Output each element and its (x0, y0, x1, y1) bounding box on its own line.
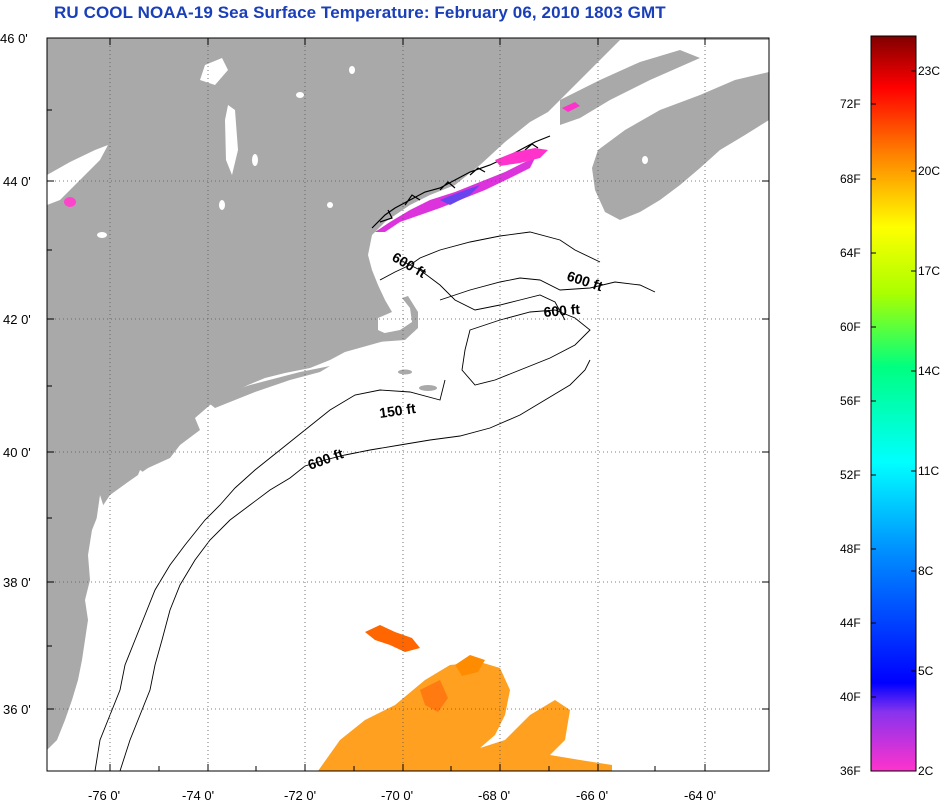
cb-label-48f: 48F (840, 542, 861, 556)
cb-label-5c: 5C (918, 664, 934, 678)
colorbar-gradient (870, 35, 917, 772)
lat-label-42: 42 0' (3, 312, 31, 327)
land-layer (47, 38, 769, 771)
axis-ticks (47, 37, 769, 771)
cb-label-40f: 40F (840, 690, 861, 704)
delaware-bay (132, 470, 152, 520)
lake-champlain (225, 105, 238, 175)
contour-150ft (94, 379, 446, 771)
lat-label-40: 40 0' (3, 445, 31, 460)
lon-label-68: -68 0' (478, 788, 510, 803)
cb-label-11c: 11C (918, 464, 939, 478)
sst-patch-gulf-maine-3 (440, 185, 480, 205)
cb-label-2c: 2C (918, 764, 934, 778)
lake-small-5 (97, 232, 107, 238)
lat-label-44: 44 0' (3, 174, 31, 189)
cb-label-60f: 60F (840, 320, 861, 334)
land-mainland (47, 38, 769, 750)
map-title: RU COOL NOAA-19 Sea Surface Temperature:… (54, 3, 666, 22)
contour-600ft-gulf (379, 231, 601, 281)
cb-label-68f: 68F (840, 172, 861, 186)
lake-moosehead (200, 58, 228, 85)
lake-small-4 (219, 200, 225, 210)
cb-label-20c: 20C (918, 164, 940, 178)
bathymetry-contours (94, 231, 656, 771)
land-cape-cod (375, 296, 418, 342)
sst-patch-lake-ontario (64, 197, 76, 207)
cb-label-36f: 36F (840, 764, 861, 778)
grid-lines (47, 38, 769, 771)
cb-label-17c: 17C (918, 264, 940, 278)
contour-gulf-basin (399, 259, 566, 321)
cb-label-56f: 56F (840, 394, 861, 408)
lake-ontario-part (47, 145, 108, 205)
lon-label-74: -74 0' (182, 788, 214, 803)
contour-georges-bank (461, 309, 591, 386)
land-nantucket (419, 385, 437, 391)
map-panel: 46 0' 44 0' 42 0' 40 0' 38 0' 36 0' -76 … (0, 31, 770, 803)
lon-label-70: -70 0' (381, 788, 413, 803)
sst-patch-gulf-maine-4 (562, 102, 580, 112)
colorbar: 72F 68F 64F 60F 56F 52F 48F 44F 40F 36F … (840, 35, 940, 778)
colorbar-ticks (871, 70, 916, 698)
cb-label-14c: 14C (918, 364, 940, 378)
sst-patch-gulf-maine-2 (495, 148, 548, 166)
maine-coast-islands (371, 135, 551, 229)
land-new-brunswick (560, 50, 700, 125)
colorbar-fahrenheit-labels: 72F 68F 64F 60F 56F 52F 48F 44F 40F 36F (840, 97, 861, 778)
latitude-labels: 46 0' 44 0' 42 0' 40 0' 38 0' 36 0' (0, 31, 31, 717)
lon-label-66: -66 0' (576, 788, 608, 803)
cb-label-44f: 44F (840, 616, 861, 630)
lake-small-7 (642, 156, 648, 164)
contour-600ft-georges (439, 277, 656, 301)
lon-label-64: -64 0' (684, 788, 716, 803)
colorbar-celsius-labels: 23C 20C 17C 14C 11C 8C 5C 2C (918, 64, 940, 778)
cb-label-72f: 72F (840, 97, 861, 111)
sst-patch-gulfstream-1 (365, 625, 420, 652)
chesapeake-bay (82, 495, 110, 690)
lake-small-6 (327, 202, 333, 208)
contour-label-georges-basin: 600 ft (543, 301, 581, 320)
land-marthas-vineyard (398, 369, 412, 375)
land-nova-scotia (592, 72, 769, 220)
contour-600ft-shelf (119, 359, 591, 771)
lon-label-76: -76 0' (88, 788, 120, 803)
longitude-labels: -76 0' -74 0' -72 0' -70 0' -68 0' -66 0… (88, 788, 716, 803)
map-frame (46, 37, 770, 772)
lon-label-72: -72 0' (284, 788, 316, 803)
lat-label-46: 46 0' (0, 31, 28, 46)
land-long-island (205, 366, 330, 408)
sst-patch-gulfstream-2 (318, 662, 612, 771)
cb-label-52f: 52F (840, 468, 861, 482)
sst-patch-gulfstream-3 (420, 680, 448, 712)
cb-label-64f: 64F (840, 246, 861, 260)
contour-label-150ft: 150 ft (378, 400, 417, 421)
cb-label-8c: 8C (918, 564, 934, 578)
lat-label-36: 36 0' (3, 702, 31, 717)
lat-label-38: 38 0' (3, 575, 31, 590)
lake-small-2 (296, 92, 304, 98)
sst-patch-gulfstream-4 (455, 655, 485, 676)
cb-label-23c: 23C (918, 64, 940, 78)
lake-small-3 (349, 66, 355, 74)
lake-small-1 (252, 154, 258, 166)
